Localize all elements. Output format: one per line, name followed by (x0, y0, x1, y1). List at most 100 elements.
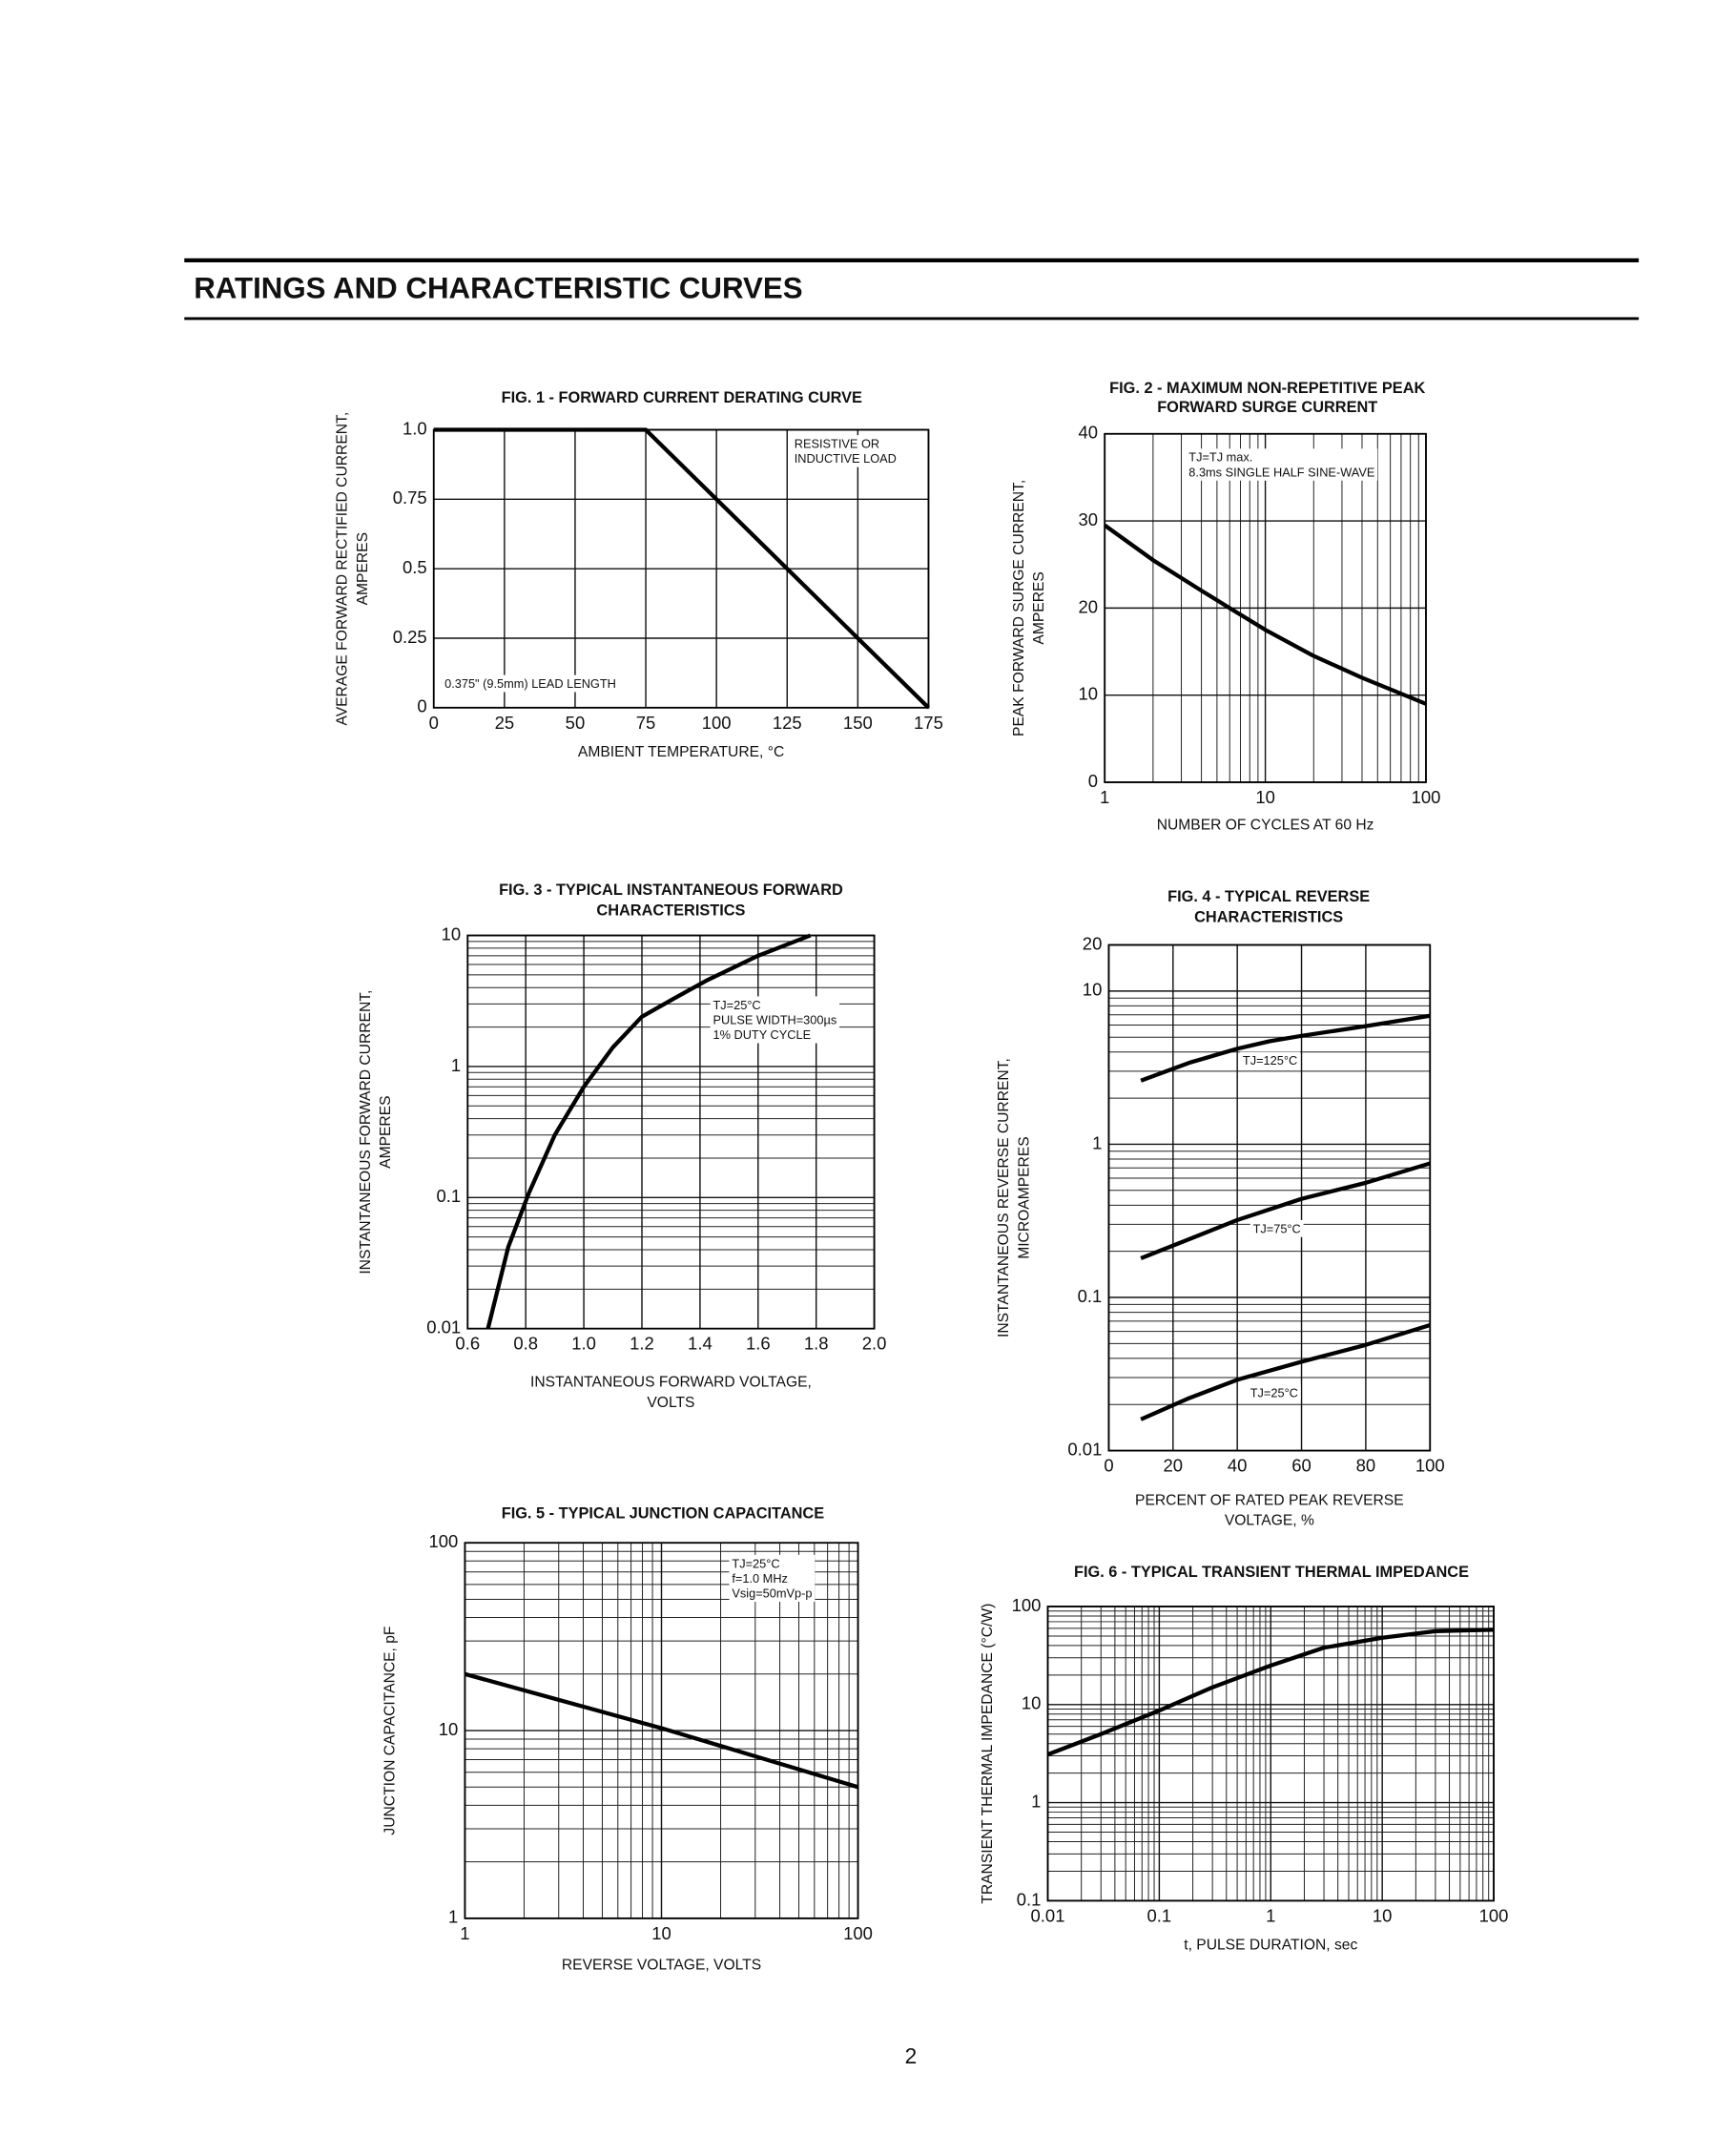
x-axis-label: VOLTAGE, % (1225, 1513, 1314, 1529)
y-tick-label: 0.25 (393, 627, 427, 647)
chart: 1 10 100 0 10 20 30 40 TJ=TJ max.8.3ms SINGLE HA… (1011, 380, 1441, 833)
y-tick-label: 10 (439, 1719, 459, 1739)
x-tick-label: 10 (1255, 787, 1275, 807)
chart: 0 25 50 75 100 125 150 175 0 0.25 0.5 0.75 1.0 RESIST… (335, 389, 943, 760)
x-tick-label: 175 (914, 713, 943, 733)
x-tick-label: 2.0 (862, 1334, 887, 1354)
annotation: 0.375" (9.5mm) LEAD LENGTH (444, 676, 616, 691)
y-tick-label: 10 (1079, 684, 1099, 704)
x-axis-label: PERCENT OF RATED PEAK REVERSE (1135, 1492, 1404, 1508)
y-axis-label: INSTANTANEOUS REVERSE CURRENT, (996, 1058, 1012, 1337)
y-tick-label: 10 (1022, 1693, 1042, 1713)
series-label-box (1250, 1219, 1304, 1237)
x-tick-label: 150 (843, 713, 873, 733)
annotation: TJ=25°C (732, 1556, 779, 1570)
annotation-box (442, 674, 619, 693)
x-tick-label: 20 (1164, 1456, 1184, 1476)
series-label: TJ=75°C (1253, 1221, 1301, 1235)
y-axis-label: AVERAGE FORWARD RECTIFIED CURRENT, (335, 412, 351, 726)
y-axis-label: INSTANTANEOUS FORWARD CURRENT, (358, 990, 374, 1275)
y-tick-label: 20 (1079, 596, 1099, 616)
y-axis-label: PEAK FORWARD SURGE CURRENT, (1011, 480, 1027, 736)
chart: 0.6 0.8 1.0 1.2 1.4 1.6 1.8 2.0 0.01 0.1 1 10 TJ=25°… (358, 881, 887, 1411)
x-tick-label: 0.1 (1147, 1905, 1172, 1925)
y-tick-label: 30 (1079, 509, 1099, 529)
annotation-box (729, 1554, 816, 1603)
y-tick-label: 0 (417, 696, 426, 716)
x-tick-label: 0.8 (513, 1334, 538, 1354)
chart-title: FIG. 3 - TYPICAL INSTANTANEOUS FORWARD (499, 881, 843, 899)
annotation: PULSE WIDTH=300µs (713, 1012, 837, 1026)
x-axis-label: VOLTS (647, 1395, 694, 1411)
y-tick-label: 0.01 (1067, 1439, 1102, 1459)
annotation: 8.3ms SINGLE HALF SINE-WAVE (1188, 465, 1374, 479)
data-line (485, 933, 812, 1330)
chart-title: FORWARD SURGE CURRENT (1157, 399, 1377, 416)
x-tick-label: 1 (1100, 787, 1109, 807)
plot-frame (466, 934, 876, 1330)
chart: 0 20 40 60 80 100 0.01 0.1 1 10 20 TJ=125°C TJ=75°C T… (996, 888, 1445, 1529)
x-tick-label: 0 (1104, 1456, 1113, 1476)
annotation-box (1186, 448, 1378, 481)
annotation: 1% DUTY CYCLE (713, 1027, 811, 1042)
x-tick-label: 10 (1373, 1905, 1393, 1925)
x-tick-label: 50 (566, 713, 586, 733)
x-axis-label: REVERSE VOLTAGE, VOLTS (562, 1958, 761, 1974)
x-tick-label: 25 (495, 713, 515, 733)
series-label-box (1247, 1383, 1301, 1401)
x-tick-label: 1.4 (688, 1334, 713, 1354)
y-tick-label: 40 (1079, 423, 1099, 443)
x-axis-label: AMBIENT TEMPERATURE, °C (578, 744, 784, 760)
y-tick-label: 0.01 (426, 1317, 461, 1337)
annotation: TJ=TJ max. (1188, 450, 1252, 465)
data-line (1103, 523, 1427, 706)
x-tick-label: 1.0 (571, 1334, 596, 1354)
page-number: 2 (905, 2043, 918, 2068)
y-axis-label: AMPERES (378, 1095, 394, 1168)
x-tick-label: 60 (1291, 1456, 1312, 1476)
plot-area (467, 935, 875, 1329)
y-axis-label: MICROAMPERES (1016, 1136, 1032, 1259)
data-line (1140, 1322, 1431, 1421)
y-tick-label: 0.1 (436, 1186, 461, 1206)
x-tick-label: 1.6 (746, 1334, 771, 1354)
plot-frame (464, 1542, 859, 1919)
header-title: RATINGS AND CHARACTERISTIC CURVES (194, 271, 802, 304)
annotation: f=1.0 MHz (732, 1571, 788, 1586)
x-tick-label: 1 (1266, 1905, 1275, 1925)
y-tick-label: 10 (1083, 980, 1103, 1000)
y-tick-label: 1.0 (403, 418, 427, 438)
chart-title: FIG. 5 - TYPICAL JUNCTION CAPACITANCE (502, 1505, 824, 1523)
x-tick-label: 100 (1479, 1905, 1509, 1925)
x-tick-label: 1 (460, 1923, 469, 1943)
annotation: TJ=25°C (713, 998, 760, 1012)
y-tick-label: 100 (429, 1531, 459, 1551)
data-line (1046, 1627, 1495, 1757)
y-tick-label: 1 (451, 1055, 461, 1075)
chart-title: CHARACTERISTICS (596, 902, 745, 919)
y-axis-label: JUNCTION CAPACITANCE, pF (382, 1627, 398, 1835)
series-label: TJ=125°C (1243, 1053, 1297, 1068)
x-tick-label: 100 (843, 1923, 873, 1943)
annotation-box (710, 996, 840, 1044)
y-tick-label: 100 (1012, 1595, 1042, 1615)
series-label: TJ=25°C (1250, 1385, 1298, 1399)
y-tick-label: 1 (1092, 1132, 1102, 1152)
series-label-box (1240, 1051, 1301, 1069)
x-axis-label: NUMBER OF CYCLES AT 60 Hz (1157, 818, 1374, 834)
data-line (464, 1671, 859, 1790)
chart-title: FIG. 2 - MAXIMUM NON-REPETITIVE PEAK (1109, 380, 1425, 397)
x-axis-label: t, PULSE DURATION, sec (1184, 1937, 1357, 1953)
plot-area (1108, 944, 1431, 1451)
x-tick-label: 100 (702, 713, 732, 733)
y-tick-label: 0 (1088, 771, 1098, 791)
annotation-box (791, 435, 899, 467)
x-tick-label: 0.6 (455, 1334, 480, 1354)
x-tick-label: 1.2 (630, 1334, 654, 1354)
data-line (433, 427, 930, 710)
y-tick-label: 0.1 (1017, 1889, 1042, 1909)
y-axis-label: TRANSIENT THERMAL IMPEDANCE (°C/W) (980, 1604, 996, 1904)
